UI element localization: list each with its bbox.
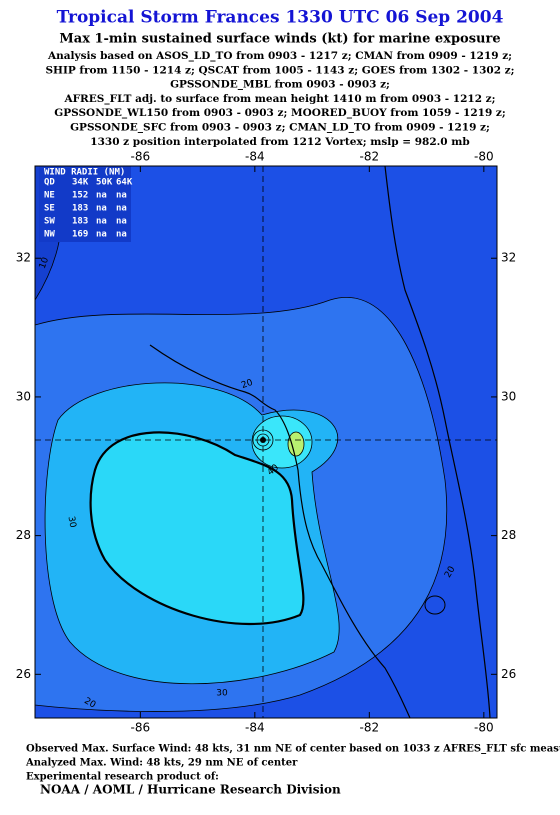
x-tick-label: -82 — [360, 150, 380, 164]
wind-radii-cell: na — [96, 191, 107, 201]
analysis-line: GPSSONDE_MBL from 0903 - 0903 z; — [170, 79, 390, 92]
contour-label: 20 — [240, 378, 254, 391]
wind-radii-column: 34K — [72, 178, 89, 188]
x-tick-label: -80 — [474, 150, 494, 164]
org: NOAA / AOML / Hurricane Research Divisio… — [40, 783, 341, 797]
wind-radii-cell: 152 — [72, 191, 88, 201]
wind-radii-cell: 183 — [72, 204, 88, 214]
wind-radii-cell: 169 — [72, 230, 88, 240]
x-tick-label: -86 — [131, 721, 151, 735]
footer-line: Analyzed Max. Wind: 48 kts, 29 nm NE of … — [25, 758, 298, 769]
analysis-line: AFRES_FLT adj. to surface from mean heig… — [63, 93, 495, 106]
wind-radii-cell: na — [116, 217, 127, 227]
wind-radii-box — [39, 166, 131, 242]
y-tick-label: 32 — [16, 251, 31, 265]
wind-radii-cell: NE — [44, 191, 55, 201]
y-tick-label: 26 — [16, 667, 31, 681]
y-tick-label: 28 — [16, 528, 31, 542]
wind-radii-cell: na — [116, 204, 127, 214]
wind-radii-cell: na — [116, 191, 127, 201]
wind-radii-cell: SW — [44, 217, 55, 227]
y-tick-label: 30 — [16, 389, 31, 403]
wind-radii-cell: na — [96, 204, 107, 214]
x-tick-label: -86 — [131, 150, 151, 164]
analysis-line: GPSSONDE_WL150 from 0903 - 0903 z; MOORE… — [54, 107, 506, 120]
wind-radii-cell: NW — [44, 230, 55, 240]
contour-label: 30 — [216, 689, 228, 699]
wind-radii-cell: na — [96, 230, 107, 240]
wind-radii-title: WIND RADII (NM) — [44, 168, 125, 178]
y-tick-label: 30 — [501, 389, 516, 403]
wind-radii-cell: na — [116, 230, 127, 240]
wind-radii-cell: 183 — [72, 217, 88, 227]
analysis-line: 1330 z position interpolated from 1212 V… — [90, 136, 469, 148]
footer-line: Experimental research product of: — [26, 772, 219, 783]
analysis-line: GPSSONDE_SFC from 0903 - 0903 z; CMAN_LD… — [70, 122, 490, 135]
x-tick-label: -84 — [245, 721, 265, 735]
x-tick-label: -84 — [245, 150, 265, 164]
subtitle: Max 1-min sustained surface winds (kt) f… — [59, 32, 500, 47]
x-tick-label: -82 — [360, 721, 380, 735]
analysis-line: SHIP from 1150 - 1214 z; QSCAT from 1005… — [45, 64, 514, 76]
wind-radii-column: 64K — [116, 178, 133, 188]
map-field — [35, 166, 497, 718]
plot-frame — [34, 165, 498, 719]
x-tick-label: -80 — [474, 721, 494, 735]
contour-label: 30 — [66, 516, 78, 529]
wind-radii-cell: SE — [44, 204, 55, 214]
wind-radii-cell: na — [96, 217, 107, 227]
analysis-line: Analysis based on ASOS_LD_TO from 0903 -… — [47, 50, 512, 63]
wind-radii-column: QD — [44, 178, 55, 188]
y-tick-label: 26 — [501, 667, 516, 681]
y-tick-label: 32 — [501, 251, 516, 265]
contour-label: 10 — [38, 256, 51, 270]
footer-line: Observed Max. Surface Wind: 48 kts, 31 n… — [26, 744, 560, 755]
title: Tropical Storm Frances 1330 UTC 06 Sep 2… — [57, 8, 504, 28]
y-tick-label: 28 — [501, 528, 516, 542]
wind-radii-column: 50K — [96, 178, 113, 188]
